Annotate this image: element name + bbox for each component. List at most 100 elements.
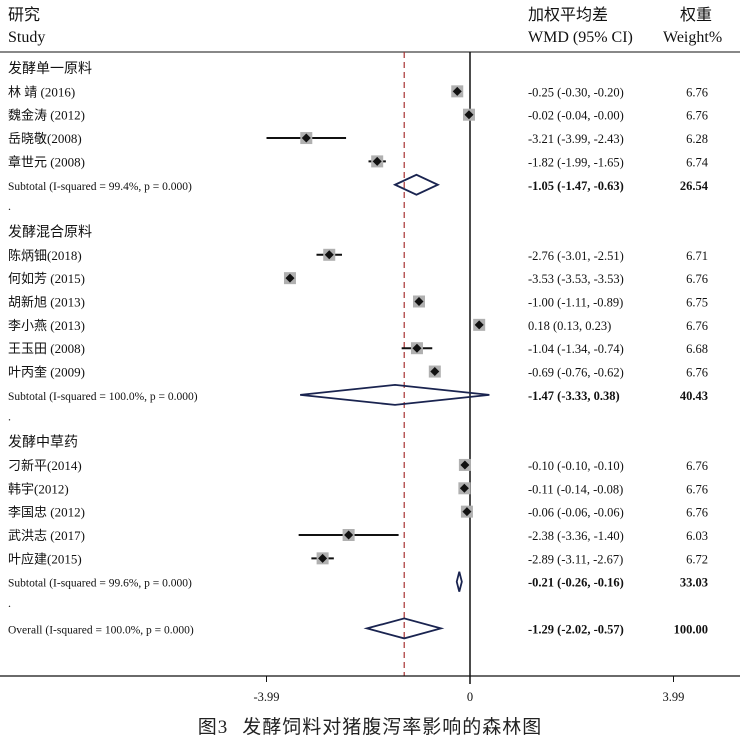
study-label: 王玉田 (2008) [8,341,85,356]
ci-text: -0.02 (-0.04, -0.00) [528,109,624,123]
row-study: 魏金涛 (2012) -0.02 (-0.04, -0.00) 6.76 [8,108,708,123]
weight-text: 6.76 [686,272,708,286]
ci-text: -1.47 (-3.33, 0.38) [528,389,620,403]
row-study: 刁新平(2014) -0.10 (-0.10, -0.10) 6.76 [8,458,708,473]
point-estimate [414,297,424,306]
weight-text: 6.75 [686,296,708,310]
ci-text: -0.06 (-0.06, -0.06) [528,506,624,520]
pooled-diamond [455,571,463,592]
pooled-diamond [363,617,445,640]
row-overall: Overall (I-squared = 100.0%, p = 0.000) -… [8,617,708,640]
weight-text: 6.03 [686,529,708,543]
header-weight-en: Weight% [663,29,722,46]
point-estimate [324,250,334,260]
weight-text: 6.28 [686,132,708,146]
study-label: 李国忠 (2012) [8,505,85,520]
header-wmd-en: WMD (95% CI) [528,29,633,46]
row-study: 陈炳钿(2018) -2.76 (-3.01, -2.51) 6.71 [8,248,708,263]
ci-text: -0.25 (-0.30, -0.20) [528,85,624,99]
study-label: 何如芳 (2015) [8,271,85,286]
point-estimate [318,553,328,563]
ci-text: -3.53 (-3.53, -3.53) [528,272,624,286]
row-subtotal: Subtotal (I-squared = 99.6%, p = 0.000) -… [8,571,708,592]
row-group: 发酵中草药 [8,435,78,451]
figure-caption: 图3 发酵饲料对猪腹泻率影响的森林图 [0,712,740,739]
study-label: 武洪志 (2017) [8,528,85,543]
ci-text: -1.00 (-1.11, -0.89) [528,296,623,310]
caption-number: 图3 [197,717,229,738]
weight-text: 33.03 [680,576,708,590]
study-label: 岳晓敬(2008) [8,131,82,146]
row-study: 武洪志 (2017) -2.38 (-3.36, -1.40) 6.03 [8,528,708,543]
row-study: 何如芳 (2015) -3.53 (-3.53, -3.53) 6.76 [8,271,708,286]
ci-text: -2.38 (-3.36, -1.40) [528,529,624,543]
point-estimate [452,86,462,96]
weight-text: 6.76 [686,459,708,473]
study-label: 李小燕 (2013) [8,318,85,333]
row-group: 发酵单一原料 [8,61,92,77]
weight-text: 6.76 [686,482,708,496]
x-tick-label: -3.99 [253,690,279,704]
ci-text: -1.04 (-1.34, -0.74) [528,342,624,356]
weight-text: 40.43 [680,389,708,403]
header-study-cn: 研究 [8,6,40,24]
header-weight-cn: 权重 [680,6,712,24]
ci-text: 0.18 (0.13, 0.23) [528,319,611,333]
point-estimate [412,343,422,353]
ci-text: -0.11 (-0.14, -0.08) [528,482,623,496]
weight-text: 100.00 [674,622,708,636]
x-tick-label: 3.99 [663,690,685,704]
study-label: 刁新平(2014) [8,458,82,473]
point-estimate [462,507,472,517]
study-label: 陈炳钿(2018) [8,248,82,263]
row-study: 林 靖 (2016) -0.25 (-0.30, -0.20) 6.76 [8,84,708,99]
ci-text: -2.89 (-3.11, -2.67) [528,552,623,566]
row-study: 叶丙奎 (2009) -0.69 (-0.76, -0.62) 6.76 [8,365,708,380]
study-label: 魏金涛 (2012) [8,108,85,123]
study-label: 林 靖 (2016) [8,84,75,99]
row-spacer: . [8,409,11,423]
ci-text: -1.05 (-1.47, -0.63) [528,179,624,193]
row-study: 王玉田 (2008) -1.04 (-1.34, -0.74) 6.68 [8,341,708,356]
weight-text: 6.72 [686,552,708,566]
ci-text: -0.10 (-0.10, -0.10) [528,459,624,473]
group-label: 发酵中草药 [8,435,78,451]
point-estimate [474,320,484,330]
subtotal-label: Subtotal (I-squared = 100.0%, p = 0.000) [8,391,198,403]
subtotal-label: Subtotal (I-squared = 99.6%, p = 0.000) [8,578,192,590]
x-axis: -3.99 0 3.99 [0,675,740,704]
weight-text: 6.76 [686,109,708,123]
overall-label: Overall (I-squared = 100.0%, p = 0.000) [8,624,194,636]
point-estimate [430,367,440,377]
spacer-dot: . [8,409,11,423]
ci-text: -1.29 (-2.02, -0.57) [528,622,624,636]
study-label: 叶丙奎 (2009) [8,365,85,380]
row-spacer: . [8,199,11,213]
row-subtotal: Subtotal (I-squared = 100.0%, p = 0.000)… [8,383,708,406]
row-study: 胡新旭 (2013) -1.00 (-1.11, -0.89) 6.75 [8,295,708,310]
study-label: 胡新旭 (2013) [8,295,85,310]
point-estimate [460,460,470,470]
weight-text: 6.74 [686,155,709,169]
row-spacer: . [8,596,11,610]
caption-text: 发酵饲料对猪腹泻率影响的森林图 [242,717,543,738]
spacer-dot: . [8,596,11,610]
row-study: 岳晓敬(2008) -3.21 (-3.99, -2.43) 6.28 [8,131,708,146]
row-study: 李小燕 (2013) 0.18 (0.13, 0.23) 6.76 [8,318,708,333]
ci-text: -2.76 (-3.01, -2.51) [528,249,624,263]
point-estimate [372,156,382,166]
weight-text: 6.76 [686,319,708,333]
header-wmd-cn: 加权平均差 [528,6,608,24]
row-study: 李国忠 (2012) -0.06 (-0.06, -0.06) 6.76 [8,505,708,520]
header-study-en: Study [8,29,45,46]
row-subtotal: Subtotal (I-squared = 99.4%, p = 0.000) -… [8,173,709,196]
spacer-dot: . [8,199,11,213]
ci-text: -1.82 (-1.99, -1.65) [528,155,624,169]
ci-text: -0.21 (-0.26, -0.16) [528,576,624,590]
forest-plot: 研究 Study 加权平均差 WMD (95% CI) 权重 Weight% 发… [0,6,740,704]
subtotal-label: Subtotal (I-squared = 99.4%, p = 0.000) [8,181,192,193]
pooled-diamond [392,173,440,196]
group-label: 发酵单一原料 [8,61,92,77]
row-study: 韩宇(2012) -0.11 (-0.14, -0.08) 6.76 [8,481,708,496]
study-label: 韩宇(2012) [8,481,69,496]
